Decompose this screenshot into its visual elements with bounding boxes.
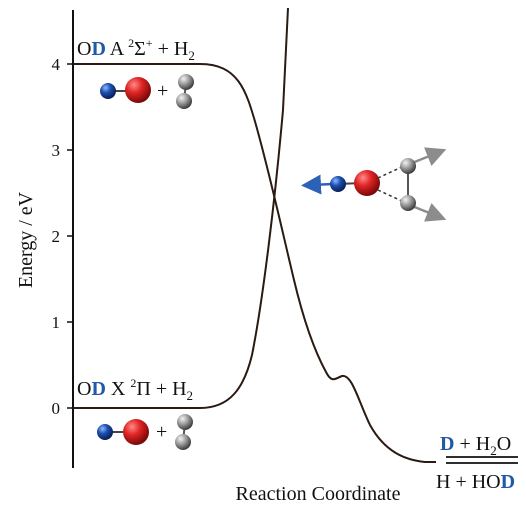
- y-tick-label-1: 1: [52, 313, 61, 332]
- ground-state-curve: [73, 7, 289, 409]
- h2-molecule-icon: [176, 74, 194, 109]
- plus-sign-top: +: [157, 80, 168, 102]
- y-tick-label-3: 3: [52, 141, 61, 160]
- y-tick-label-2: 2: [52, 227, 61, 246]
- y-ticks: [67, 63, 73, 409]
- y-axis-label: Energy / eV: [15, 191, 37, 288]
- od-molecule-icon: [100, 77, 151, 103]
- excited-state-label: OD A 2Σ+ + H2: [77, 36, 195, 63]
- h2-molecule-icon: [175, 414, 193, 450]
- y-tick-label-0: 0: [52, 399, 61, 418]
- x-axis-label: Reaction Coordinate: [236, 483, 401, 505]
- product-label-bottom: H + HOD: [436, 471, 515, 493]
- ground-state-label: OD X 2Π + H2: [77, 376, 193, 403]
- od-molecule-icon: [97, 419, 149, 445]
- y-tick-label-4: 4: [52, 55, 61, 74]
- plus-sign-bottom: +: [156, 421, 167, 443]
- od-h2-complex-icon: [301, 147, 447, 222]
- excited-state-curve: [73, 63, 436, 463]
- product-label-top: D + H2O: [440, 433, 511, 458]
